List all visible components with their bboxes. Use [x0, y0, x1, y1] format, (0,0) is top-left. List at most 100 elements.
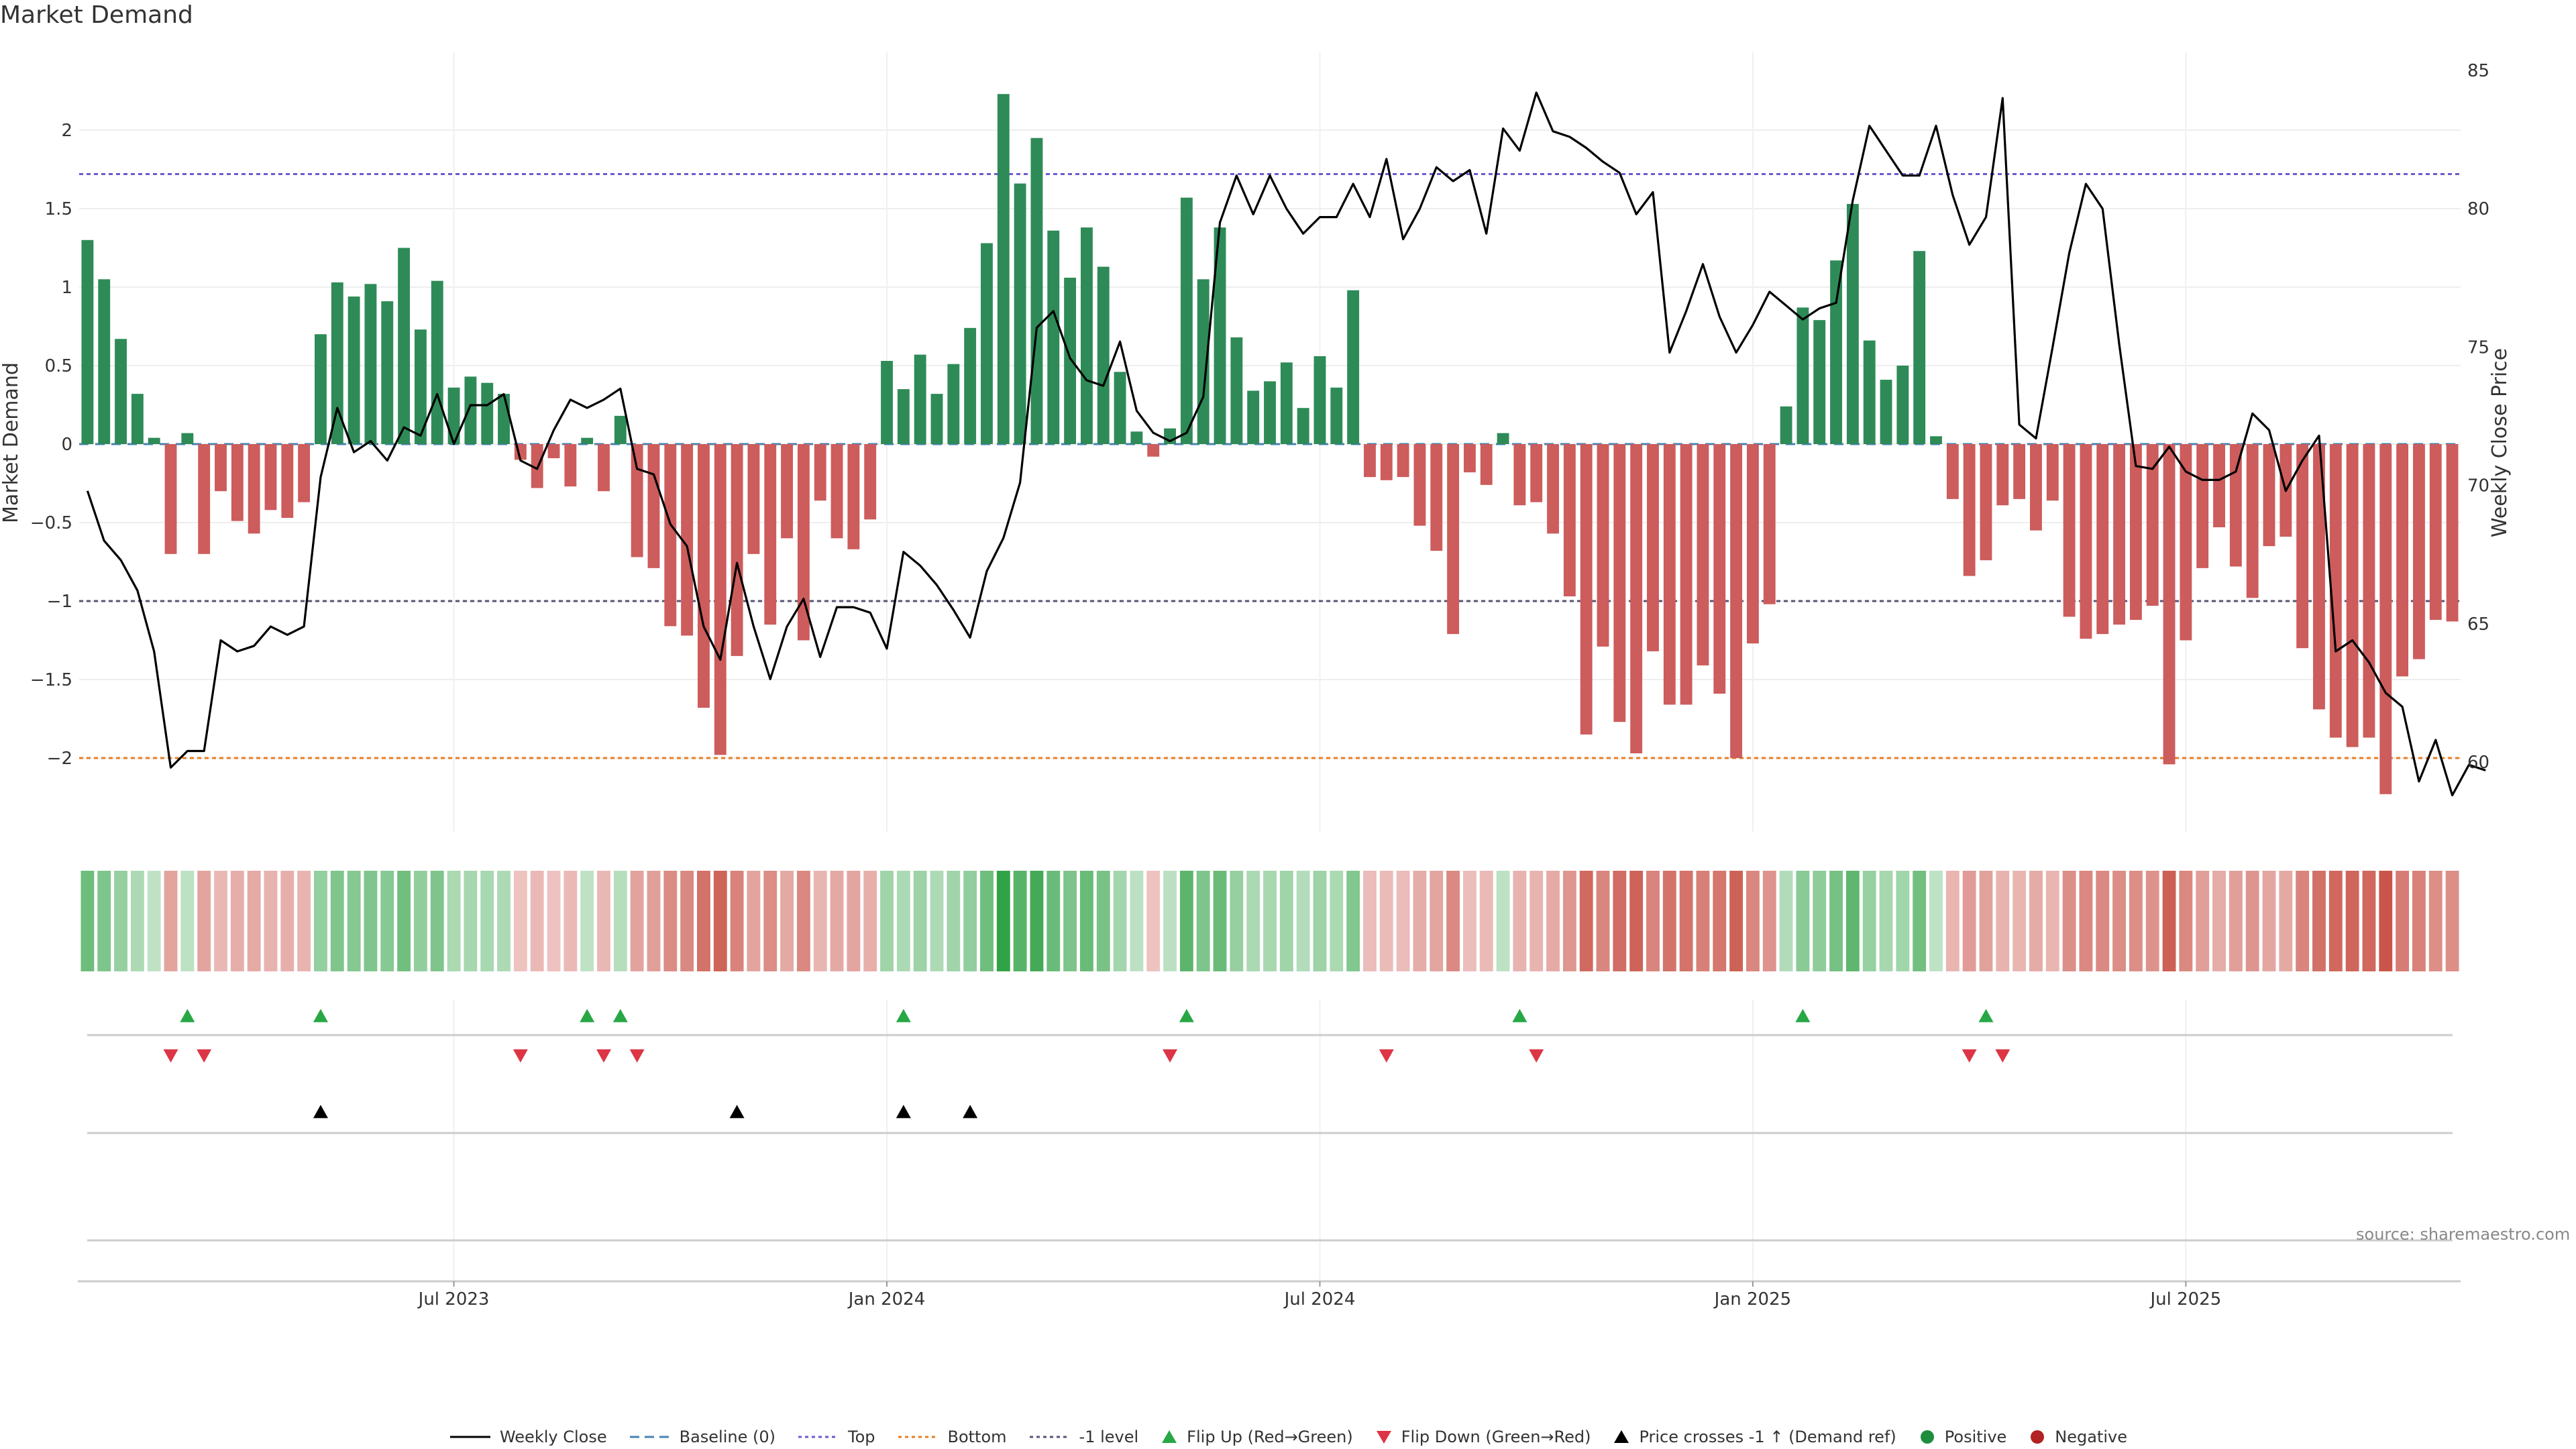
demand-bar	[1447, 444, 1460, 635]
signal-markers	[163, 1009, 2010, 1118]
heat-cell	[896, 871, 910, 971]
demand-bar	[1364, 444, 1376, 478]
demand-bar	[181, 433, 194, 444]
demand-bar	[1530, 444, 1543, 502]
demand-bar	[1114, 372, 1126, 444]
heat-cell	[1146, 871, 1161, 971]
demand-heat-strip	[80, 871, 2459, 971]
heat-cell	[1746, 871, 1760, 971]
heat-cell	[1696, 871, 1710, 971]
demand-bar	[864, 444, 877, 520]
heat-cell	[830, 871, 844, 971]
demand-bar	[1097, 266, 1110, 444]
y2-tick-label: 70	[2467, 476, 2489, 496]
price-cross-marker	[963, 1105, 978, 1118]
demand-bar	[614, 415, 627, 444]
gridlines	[78, 52, 2461, 1283]
demand-bar	[2396, 444, 2409, 677]
legend-label: Positive	[1944, 1428, 2007, 1446]
heat-cell	[530, 871, 544, 971]
demand-bar	[1996, 444, 2009, 506]
demand-bar	[1813, 320, 1826, 444]
heat-cell	[1130, 871, 1144, 971]
legend-label: Baseline (0)	[679, 1428, 775, 1446]
legend-key-icon	[1162, 1430, 1177, 1443]
heat-cell	[2428, 871, 2443, 971]
demand-bar	[1713, 444, 1726, 694]
heat-cell	[1945, 871, 1960, 971]
legend-item: Flip Down (Green→Red)	[1375, 1428, 1591, 1446]
heat-cell	[630, 871, 644, 971]
legend-item: Flip Up (Red→Green)	[1160, 1428, 1353, 1446]
heat-cell	[1413, 871, 1427, 971]
heat-cell	[1796, 871, 1810, 971]
heat-cell	[613, 871, 627, 971]
heat-cell	[1962, 871, 1976, 971]
demand-bar	[2163, 444, 2176, 765]
demand-bar	[2246, 444, 2259, 598]
demand-bar	[797, 444, 810, 641]
demand-bar	[1913, 251, 1926, 444]
demand-bar	[2296, 444, 2309, 649]
heat-cell	[430, 871, 444, 971]
heat-cell	[147, 871, 161, 971]
x-tick-label: Jan 2024	[847, 1289, 926, 1309]
legend-item: Weekly Close	[449, 1428, 607, 1446]
demand-bar	[1930, 436, 1942, 444]
flip-down-marker	[1163, 1049, 1178, 1063]
demand-bar	[2030, 444, 2042, 531]
demand-bar	[2196, 444, 2209, 568]
flip-up-marker	[1978, 1009, 1994, 1022]
heat-cell	[564, 871, 578, 971]
heat-cell	[680, 871, 694, 971]
heat-cell	[1845, 871, 1860, 971]
y-tick-label: 0.5	[45, 356, 72, 376]
demand-bar	[1330, 387, 1343, 444]
heat-cell	[780, 871, 794, 971]
heat-cell	[1279, 871, 1293, 971]
demand-bar	[1680, 444, 1693, 705]
heat-cell	[1213, 871, 1227, 971]
heat-cell	[2162, 871, 2176, 971]
heat-cell	[513, 871, 527, 971]
flip-down-marker	[596, 1049, 611, 1063]
heat-cell	[1529, 871, 1544, 971]
demand-bar	[2346, 444, 2359, 747]
heat-cell	[1013, 871, 1027, 971]
demand-bar	[1730, 444, 1743, 758]
demand-bar	[1180, 197, 1193, 444]
heat-cell	[1929, 871, 1943, 971]
demand-bar	[1647, 444, 1659, 651]
heat-cell	[980, 871, 994, 971]
heat-cell	[2062, 871, 2076, 971]
heat-cell	[1396, 871, 1410, 971]
demand-bar	[1946, 444, 1959, 499]
demand-bar	[231, 444, 244, 521]
demand-bar	[598, 444, 610, 492]
heat-cell	[1513, 871, 1527, 971]
heat-cell	[2045, 871, 2059, 971]
flip-down-marker	[1962, 1049, 1977, 1063]
demand-bar	[1663, 444, 1676, 705]
heat-cell	[547, 871, 561, 971]
heat-cell	[1079, 871, 1093, 971]
heat-cell	[480, 871, 494, 971]
flip-up-marker	[580, 1009, 595, 1022]
demand-bar	[264, 444, 277, 511]
y-tick-label: 1	[61, 278, 72, 298]
legend-item: Price crosses -1 ↑ (Demand ref)	[1612, 1428, 1896, 1446]
heat-cell	[447, 871, 461, 971]
heat-cell	[1779, 871, 1793, 971]
y2-axis-title: Weekly Close Price	[2488, 348, 2512, 537]
source-note: source: sharemaestro.com	[2356, 1225, 2571, 1244]
demand-bar	[2363, 444, 2375, 738]
heat-cell	[647, 871, 661, 971]
heat-cell	[1913, 871, 1927, 971]
demand-bar	[1547, 444, 1559, 534]
demand-bar	[1880, 380, 1892, 444]
legend-label: Bottom	[947, 1428, 1007, 1446]
demand-bar	[1430, 444, 1443, 551]
legend-item: Baseline (0)	[629, 1428, 775, 1446]
y-tick-label: −1	[47, 592, 72, 612]
